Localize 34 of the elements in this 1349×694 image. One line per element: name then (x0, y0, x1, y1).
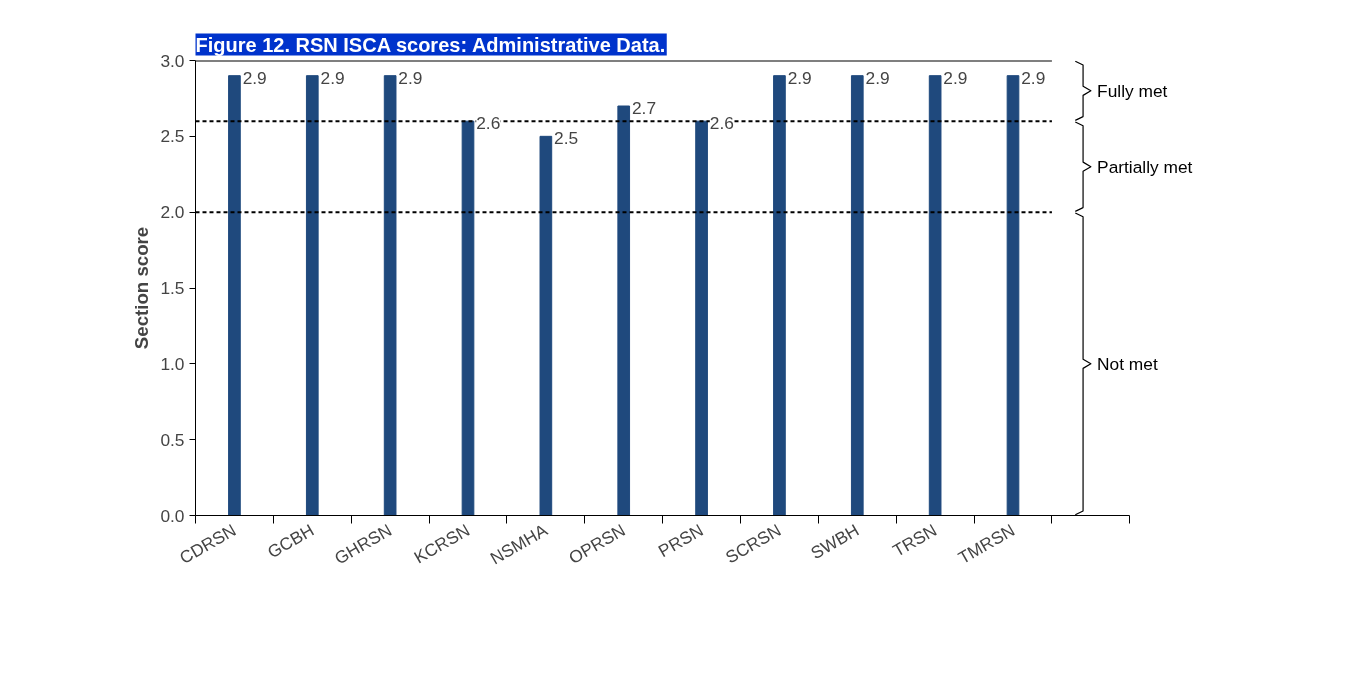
bar (695, 120, 708, 516)
data-label: 2.7 (631, 98, 657, 118)
y-tick-label: 0.5 (160, 429, 185, 450)
bar (383, 75, 397, 516)
bar (305, 75, 319, 516)
data-label: 2.9 (865, 67, 890, 88)
data-label: 2.9 (398, 67, 423, 88)
chart-title: Figure 12. RSN ISCA scores: Administrative Data. (195, 33, 666, 56)
y-axis-title: Section score (131, 226, 153, 350)
data-label: 2.6 (709, 113, 734, 134)
bar (228, 75, 241, 516)
y-tick-label: 2.0 (160, 202, 185, 223)
bar (928, 75, 942, 516)
data-label: 2.5 (554, 128, 579, 149)
text: Not met (1097, 353, 1158, 374)
text: Fully met (1097, 80, 1168, 101)
bar (617, 105, 631, 516)
bar (850, 75, 864, 516)
y-tick-label: 1.0 (160, 353, 185, 374)
data-label: 2.9 (787, 67, 812, 88)
data-label: 2.6 (476, 113, 501, 134)
bar (539, 135, 553, 516)
data-label: 2.9 (320, 67, 345, 88)
data-label: 2.9 (943, 67, 968, 88)
bar (773, 75, 786, 516)
text: Partially met (1097, 156, 1193, 177)
y-tick-label: 2.5 (160, 126, 185, 147)
y-tick-label: 3.0 (160, 50, 185, 71)
y-tick-label: 1.5 (160, 278, 185, 298)
data-label: 2.9 (1021, 67, 1046, 88)
y-tick-label: 0.0 (160, 505, 185, 526)
data-label: 2.9 (242, 67, 267, 88)
bar (461, 120, 475, 516)
bar (1006, 75, 1020, 516)
